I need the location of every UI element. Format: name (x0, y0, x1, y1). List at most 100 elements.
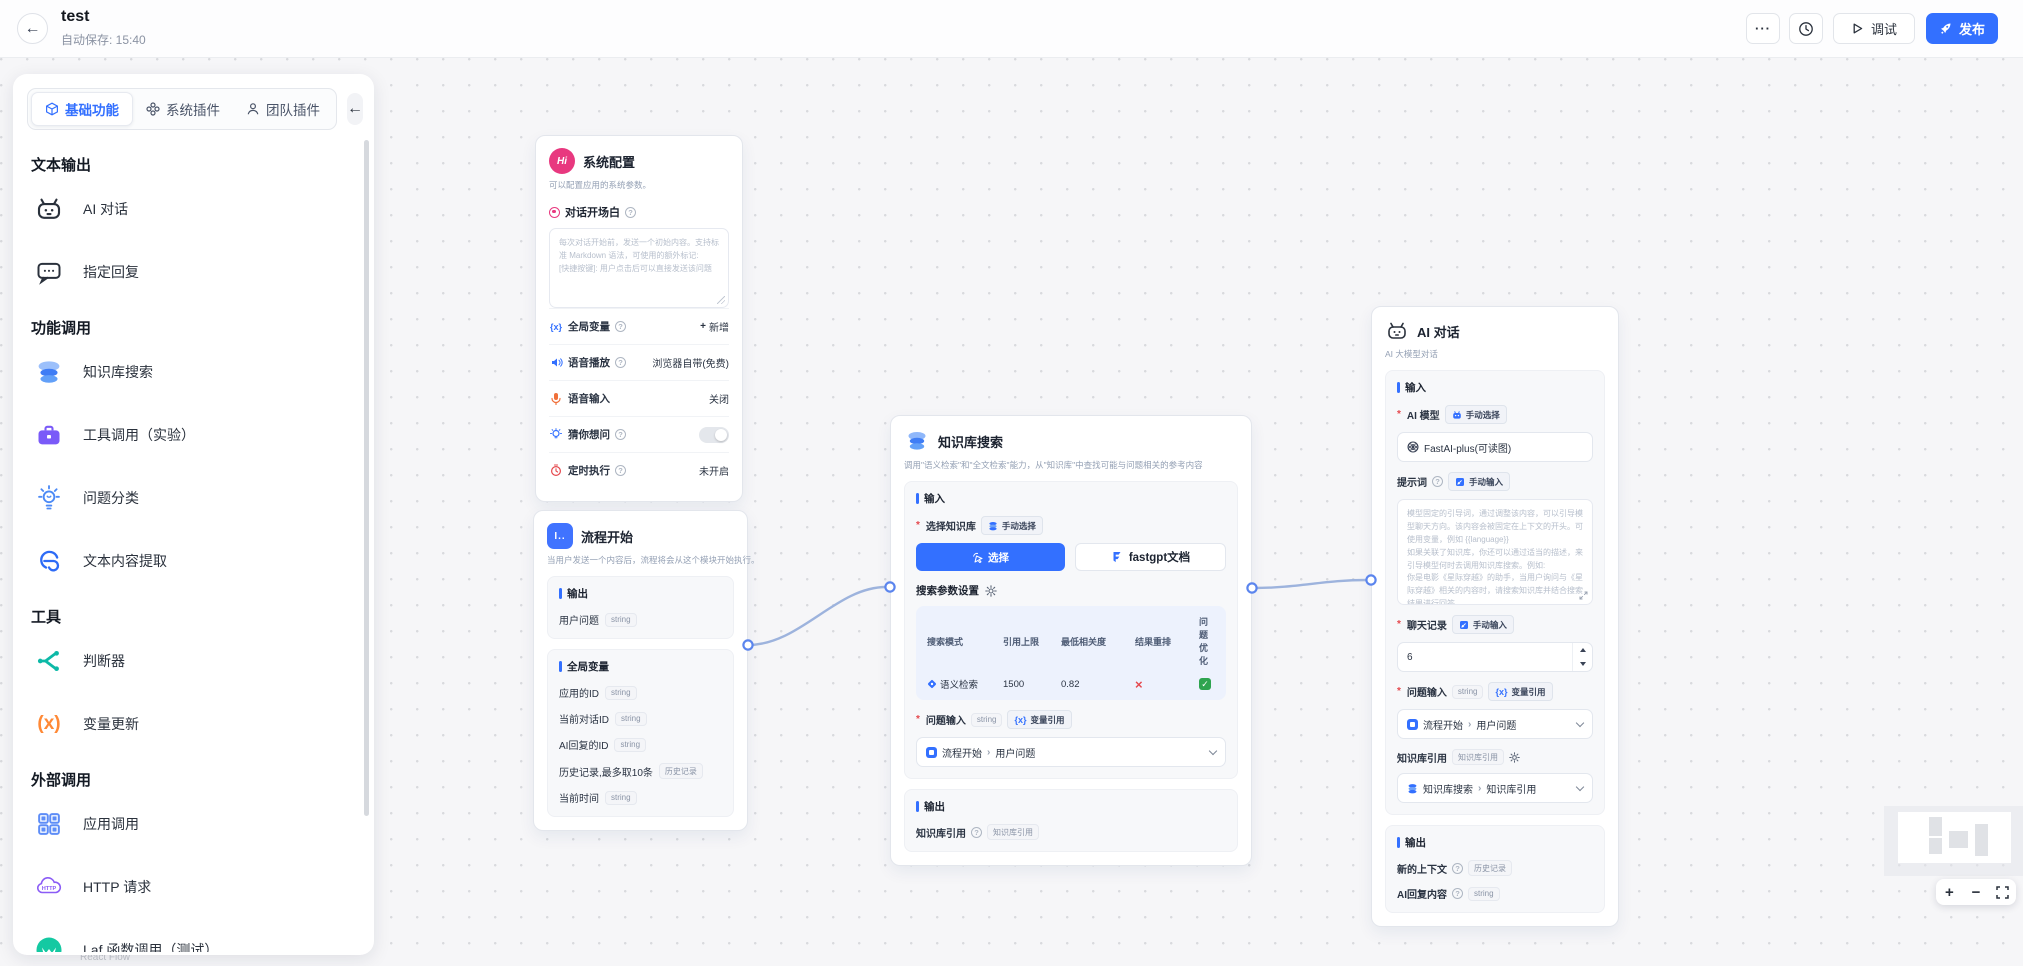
cursor-icon (973, 552, 983, 563)
gear-icon[interactable] (985, 585, 997, 597)
manual-select-badge[interactable]: 手动选择 (1444, 405, 1507, 425)
question-icon[interactable]: ? (615, 321, 626, 333)
expand-icon[interactable] (1579, 591, 1588, 600)
publish-button[interactable]: 发布 (1926, 13, 1998, 44)
add-variable-button[interactable]: + 新增 (700, 321, 729, 335)
manual-input-badge[interactable]: 手动输入 (1451, 615, 1514, 635)
row-label: 猜你想问 (568, 429, 610, 442)
resize-handle-icon[interactable] (717, 296, 725, 305)
col-header: 结果重排 (1135, 636, 1172, 647)
question-icon[interactable]: ? (1452, 862, 1463, 874)
sidebar-scrollbar[interactable] (364, 140, 369, 816)
row-tts[interactable]: 语音播放 ? 浏览器自带(免费) (549, 344, 729, 380)
sidebar-item-classify[interactable]: 问题分类 (27, 466, 360, 529)
collapse-sidebar-button[interactable]: ← (347, 93, 363, 125)
branch-icon (31, 643, 67, 679)
minimap-node (1975, 824, 1988, 856)
tab-basic-modules[interactable]: 基础功能 (31, 92, 133, 126)
fit-view-button[interactable] (1989, 879, 2016, 905)
sidebar-item-tool-call[interactable]: 工具调用（实验） (27, 403, 360, 466)
question-icon[interactable]: ? (1452, 888, 1463, 900)
model-label: AI 模型 (1406, 411, 1440, 423)
history-count-input[interactable] (1407, 651, 1572, 663)
sidebar-item-extract[interactable]: 文本内容提取 (27, 529, 360, 592)
question-icon[interactable]: ? (615, 357, 626, 369)
flow-start-mini-icon (926, 746, 937, 758)
question-icon[interactable]: ? (615, 465, 626, 477)
row-scheduled-run[interactable]: 定时执行 ? 未开启 (549, 452, 729, 488)
zoom-in-button[interactable]: + (1944, 883, 1954, 901)
sidebar-item-app-call[interactable]: 应用调用 (27, 792, 360, 855)
section-bar (916, 493, 919, 505)
clock-icon (1799, 21, 1813, 36)
type-badge: 历史记录 (658, 763, 703, 780)
chat-bubble-icon (31, 254, 67, 290)
history-button[interactable] (1789, 13, 1823, 44)
row-question-guess[interactable]: 猜你想问 ? (549, 416, 729, 452)
autosave-status: 自动保存: 15:40 (61, 33, 146, 47)
system-config-icon: Hi (549, 148, 575, 174)
sidebar-item-reply[interactable]: 指定回复 (27, 240, 360, 303)
sidebar-item-variable-update[interactable]: (x) 变量更新 (27, 692, 360, 755)
minimap[interactable] (1884, 806, 2023, 876)
choose-dataset-button[interactable]: 选择 (916, 543, 1065, 572)
node-flow-start[interactable]: I.. 流程开始 当用户发送一个内容后，流程将会从这个模块开始执行。 输出 用户… (533, 510, 760, 832)
mic-icon (549, 392, 563, 406)
node-ai-chat[interactable]: AI 对话 AI 大模型对话 输入 * AI 模型 手动选择 FastAI-pl… (1371, 306, 1619, 928)
question-icon[interactable]: ? (1432, 476, 1443, 488)
sidebar-tabs: 基础功能 系统插件 团队插件 (27, 88, 337, 130)
debug-button[interactable]: 调试 (1833, 13, 1915, 44)
global-label: AI回复的ID (559, 741, 609, 753)
manual-select-badge[interactable]: 手动选择 (980, 516, 1043, 536)
required-mark: * (1397, 619, 1401, 631)
quote-source-select[interactable]: 知识库搜索 › 知识库引用 (1397, 773, 1593, 804)
minimap-node (1929, 817, 1942, 836)
manual-input-badge[interactable]: 手动输入 (1448, 472, 1511, 492)
node-dataset-search[interactable]: 知识库搜索 调用"语义检索"和"全文检索"能力，从"知识库"中查找可能与问题相关… (890, 415, 1252, 867)
fastgpt-logo-icon (1113, 552, 1121, 563)
sidebar-item-http[interactable]: HTTP HTTP 请求 (27, 855, 360, 918)
question-icon[interactable]: ? (625, 206, 636, 218)
dataset-card[interactable]: fastgpt文档 (1075, 543, 1226, 572)
sidebar-item-dataset-search[interactable]: 知识库搜索 (27, 340, 360, 403)
question-guess-toggle[interactable] (699, 426, 729, 443)
reactflow-attribution: React Flow (80, 952, 131, 963)
zoom-out-button[interactable]: − (1971, 883, 1981, 901)
stepper-up[interactable] (1573, 643, 1592, 657)
question-icon[interactable]: ? (971, 826, 982, 838)
node-system-config[interactable]: Hi 系统配置 可以配置应用的系统参数。 对话开场白 ? {x} 全局变量 ? … (535, 135, 743, 503)
number-stepper[interactable] (1572, 643, 1592, 672)
question-input-label: 问题输入 (1406, 688, 1447, 700)
sidebar-item-laf[interactable]: Laf 函数调用（测试） (27, 918, 360, 952)
global-label: 当前对话ID (559, 715, 609, 727)
question-source-select[interactable]: 流程开始 › 用户问题 (1397, 709, 1593, 740)
question-source-select[interactable]: 流程开始 › 用户问题 (916, 737, 1226, 768)
row-global-variables[interactable]: {x} 全局变量 ? + 新增 (549, 308, 729, 344)
tab-team-plugins[interactable]: 团队插件 (233, 93, 333, 125)
sidebar-item-judge[interactable]: 判断器 (27, 629, 360, 692)
gear-icon[interactable] (1509, 752, 1520, 763)
prompt-textarea[interactable] (1397, 499, 1593, 606)
model-select[interactable]: FastAI-plus(可读图) (1397, 432, 1593, 463)
node-title: 知识库搜索 (938, 434, 1004, 450)
tab-system-plugins[interactable]: 系统插件 (133, 93, 233, 125)
bulb-icon (549, 428, 563, 441)
variable-ref-badge[interactable]: {x} 变量引用 (1007, 710, 1072, 730)
publish-label: 发布 (1958, 22, 1985, 37)
more-button[interactable]: ··· (1746, 13, 1780, 44)
template-sidebar: 基础功能 系统插件 团队插件 ← 文本输出 AI 对话 (13, 74, 374, 955)
question-icon[interactable]: ? (615, 429, 626, 441)
row-voice-input[interactable]: 语音输入 关闭 (549, 380, 729, 416)
section-bar (1397, 837, 1400, 849)
sidebar-item-ai-chat[interactable]: AI 对话 (27, 177, 360, 240)
source-field: 用户问题 (995, 748, 1036, 760)
stepper-down[interactable] (1573, 657, 1592, 671)
variable-ref-badge[interactable]: {x} 变量引用 (1488, 682, 1553, 702)
semantic-search-icon (927, 680, 937, 689)
welcome-textarea[interactable] (549, 228, 729, 309)
back-button[interactable]: ← (17, 13, 48, 44)
row-value: 关闭 (709, 395, 729, 407)
rocket-icon (1940, 23, 1951, 34)
query-extension-enabled-icon: ✓ (1199, 678, 1211, 691)
section-header: 功能调用 (31, 320, 92, 337)
